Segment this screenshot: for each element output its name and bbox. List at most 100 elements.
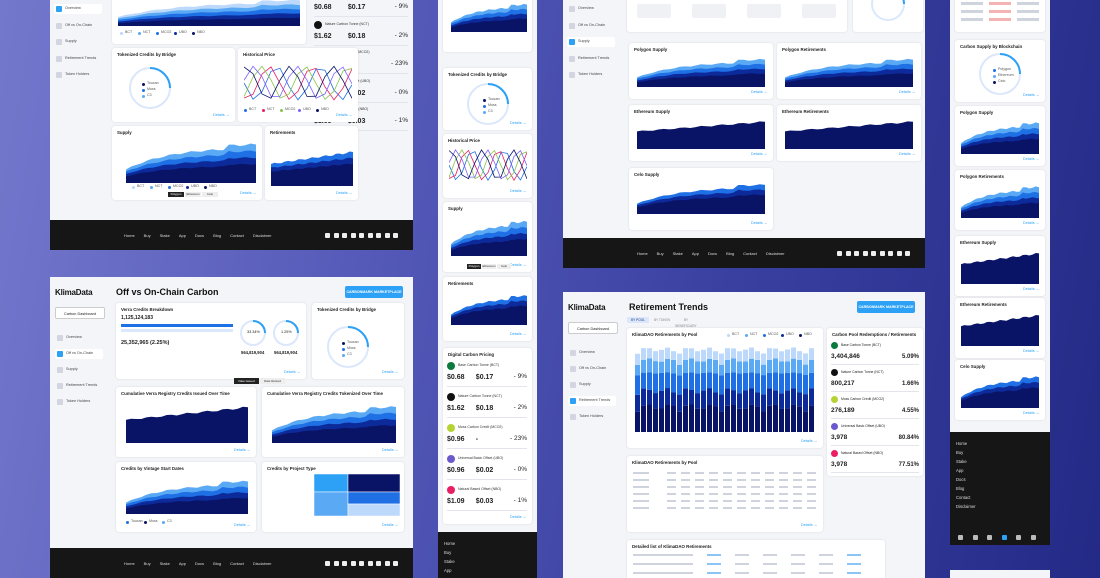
sidebar-item[interactable]: Off vs On-Chain [567,21,615,31]
sidebar-label[interactable]: Supply [578,39,590,43]
social-icon[interactable] [862,250,868,256]
social-icon[interactable] [845,250,851,256]
sidebar-label[interactable]: Token Holders [65,72,90,76]
footer-link[interactable]: Contact [956,495,971,500]
chain-toggle[interactable]: Polygon [168,192,184,197]
tab[interactable]: BY POOL [627,317,649,323]
footer-link[interactable]: App [178,561,186,566]
sidebar-item[interactable]: Overview [55,333,103,343]
sidebar-item[interactable]: Overview [567,4,615,14]
details-link[interactable]: Details → [1023,287,1040,291]
sidebar-label[interactable]: Retirement Trends [65,55,97,60]
details-link[interactable]: Details → [1023,157,1040,161]
details-link[interactable]: Details → [213,113,230,117]
footer-link[interactable]: Home [444,541,456,546]
sidebar-item[interactable]: Token Holders [568,412,616,422]
tab[interactable]: BY BENEFICIARY [675,318,697,328]
footer-link[interactable]: Docs [194,233,205,238]
footer-link[interactable]: Disclaimer [252,233,272,238]
social-icon[interactable] [376,232,381,238]
sidebar-item[interactable]: Retirement Trends [568,396,616,406]
social-icon[interactable] [888,250,893,256]
footer-link[interactable]: Blog [213,561,222,566]
social-icon[interactable] [367,560,373,566]
footer-link[interactable]: Stake [956,459,967,464]
mobile-nav-icon[interactable] [987,535,992,540]
footer-link[interactable]: Blog [213,233,222,238]
footer-link[interactable]: App [444,568,452,573]
footer-link[interactable]: Home [637,251,648,256]
social-icon[interactable] [393,560,398,566]
footer-link[interactable]: Home [124,561,135,566]
footer-link[interactable]: App [178,233,186,238]
footer-link[interactable]: Buy [143,233,151,238]
details-link[interactable]: Details → [382,448,399,452]
sidebar-item[interactable]: Supply [568,380,616,390]
footer-link[interactable]: Buy [956,450,964,455]
footer-link[interactable]: Contact [743,251,757,256]
dashboard-switch[interactable]: Carbon Dashboard [568,322,618,334]
details-link[interactable]: Details → [510,263,527,267]
sidebar-item[interactable]: Supply [567,37,615,47]
social-icon[interactable] [350,232,356,238]
date-toggle[interactable]: Date Issued [234,378,259,384]
footer-link[interactable]: Disclaimer [956,504,976,509]
details-link[interactable]: Details → [751,90,768,94]
footer-link[interactable]: Buy [444,550,452,555]
social-icon[interactable] [325,232,330,238]
sidebar-label[interactable]: Supply [65,39,77,43]
sidebar-item[interactable]: Retirement Trends [55,381,103,391]
details-link[interactable]: Details → [1023,221,1040,225]
mobile-nav-icon[interactable] [1016,535,1021,540]
sidebar-label[interactable]: Overview [579,350,595,354]
details-link[interactable]: Details → [751,152,768,156]
social-icon[interactable] [325,560,330,566]
sidebar-label[interactable]: Off vs On-Chain [578,22,606,27]
sidebar-label[interactable]: Retirement Trends [66,383,98,387]
social-icon[interactable] [896,250,902,256]
details-link[interactable]: Details → [1023,411,1040,415]
tab[interactable]: BY TOKEN [654,318,670,322]
sidebar-label[interactable]: Overview [66,335,82,339]
social-icon[interactable] [359,232,364,238]
chain-toggle[interactable]: Polygon [467,264,481,269]
footer-link[interactable]: App [956,468,964,473]
marketplace-button[interactable]: CARBONMARK MARKETPLACE [857,301,915,313]
details-link[interactable]: Details → [240,191,257,195]
mobile-nav-icon[interactable] [958,535,963,540]
social-icon[interactable] [854,250,859,256]
sidebar-item[interactable]: Overview [568,348,616,358]
details-link[interactable]: Details → [801,439,818,443]
footer-link[interactable]: Stake [159,561,170,566]
sidebar-label[interactable]: Overview [65,6,81,10]
footer-link[interactable]: Contact [230,561,244,566]
sidebar-item[interactable]: Token Holders [54,70,102,80]
footer-link[interactable]: Stake [159,233,170,238]
sidebar-label[interactable]: Token Holders [578,72,603,76]
sidebar-label[interactable]: Token Holders [579,414,604,418]
chain-toggle[interactable]: Celo [497,264,511,269]
footer-link[interactable]: Disclaimer [765,251,785,256]
mobile-nav-icon[interactable] [1001,535,1007,540]
footer-link[interactable]: Docs [194,561,205,566]
social-icon[interactable] [384,232,390,238]
sidebar-label[interactable]: Token Holders [66,399,91,403]
chain-toggle[interactable]: Ethereum [185,192,201,197]
social-icon[interactable] [376,560,381,566]
footer-link[interactable]: Home [956,441,968,446]
sidebar-item[interactable]: Token Holders [55,397,103,407]
sidebar-label[interactable]: Retirement Trends [578,55,610,60]
social-icon[interactable] [333,560,339,566]
social-icon[interactable] [393,232,398,238]
sidebar-item[interactable]: Off vs On-Chain [55,349,103,359]
sidebar-label[interactable]: Off vs On-Chain [579,366,607,370]
details-link[interactable]: Details → [899,152,916,156]
sidebar-item[interactable]: Retirement Trends [567,54,615,64]
social-icon[interactable] [342,560,347,566]
sidebar-item[interactable]: Token Holders [567,70,615,80]
chain-toggle[interactable]: Celo [202,192,218,197]
details-link[interactable]: Details → [1023,93,1040,97]
footer-link[interactable]: Docs [956,477,966,482]
footer-link[interactable]: App [691,251,699,256]
social-icon[interactable] [333,232,339,238]
